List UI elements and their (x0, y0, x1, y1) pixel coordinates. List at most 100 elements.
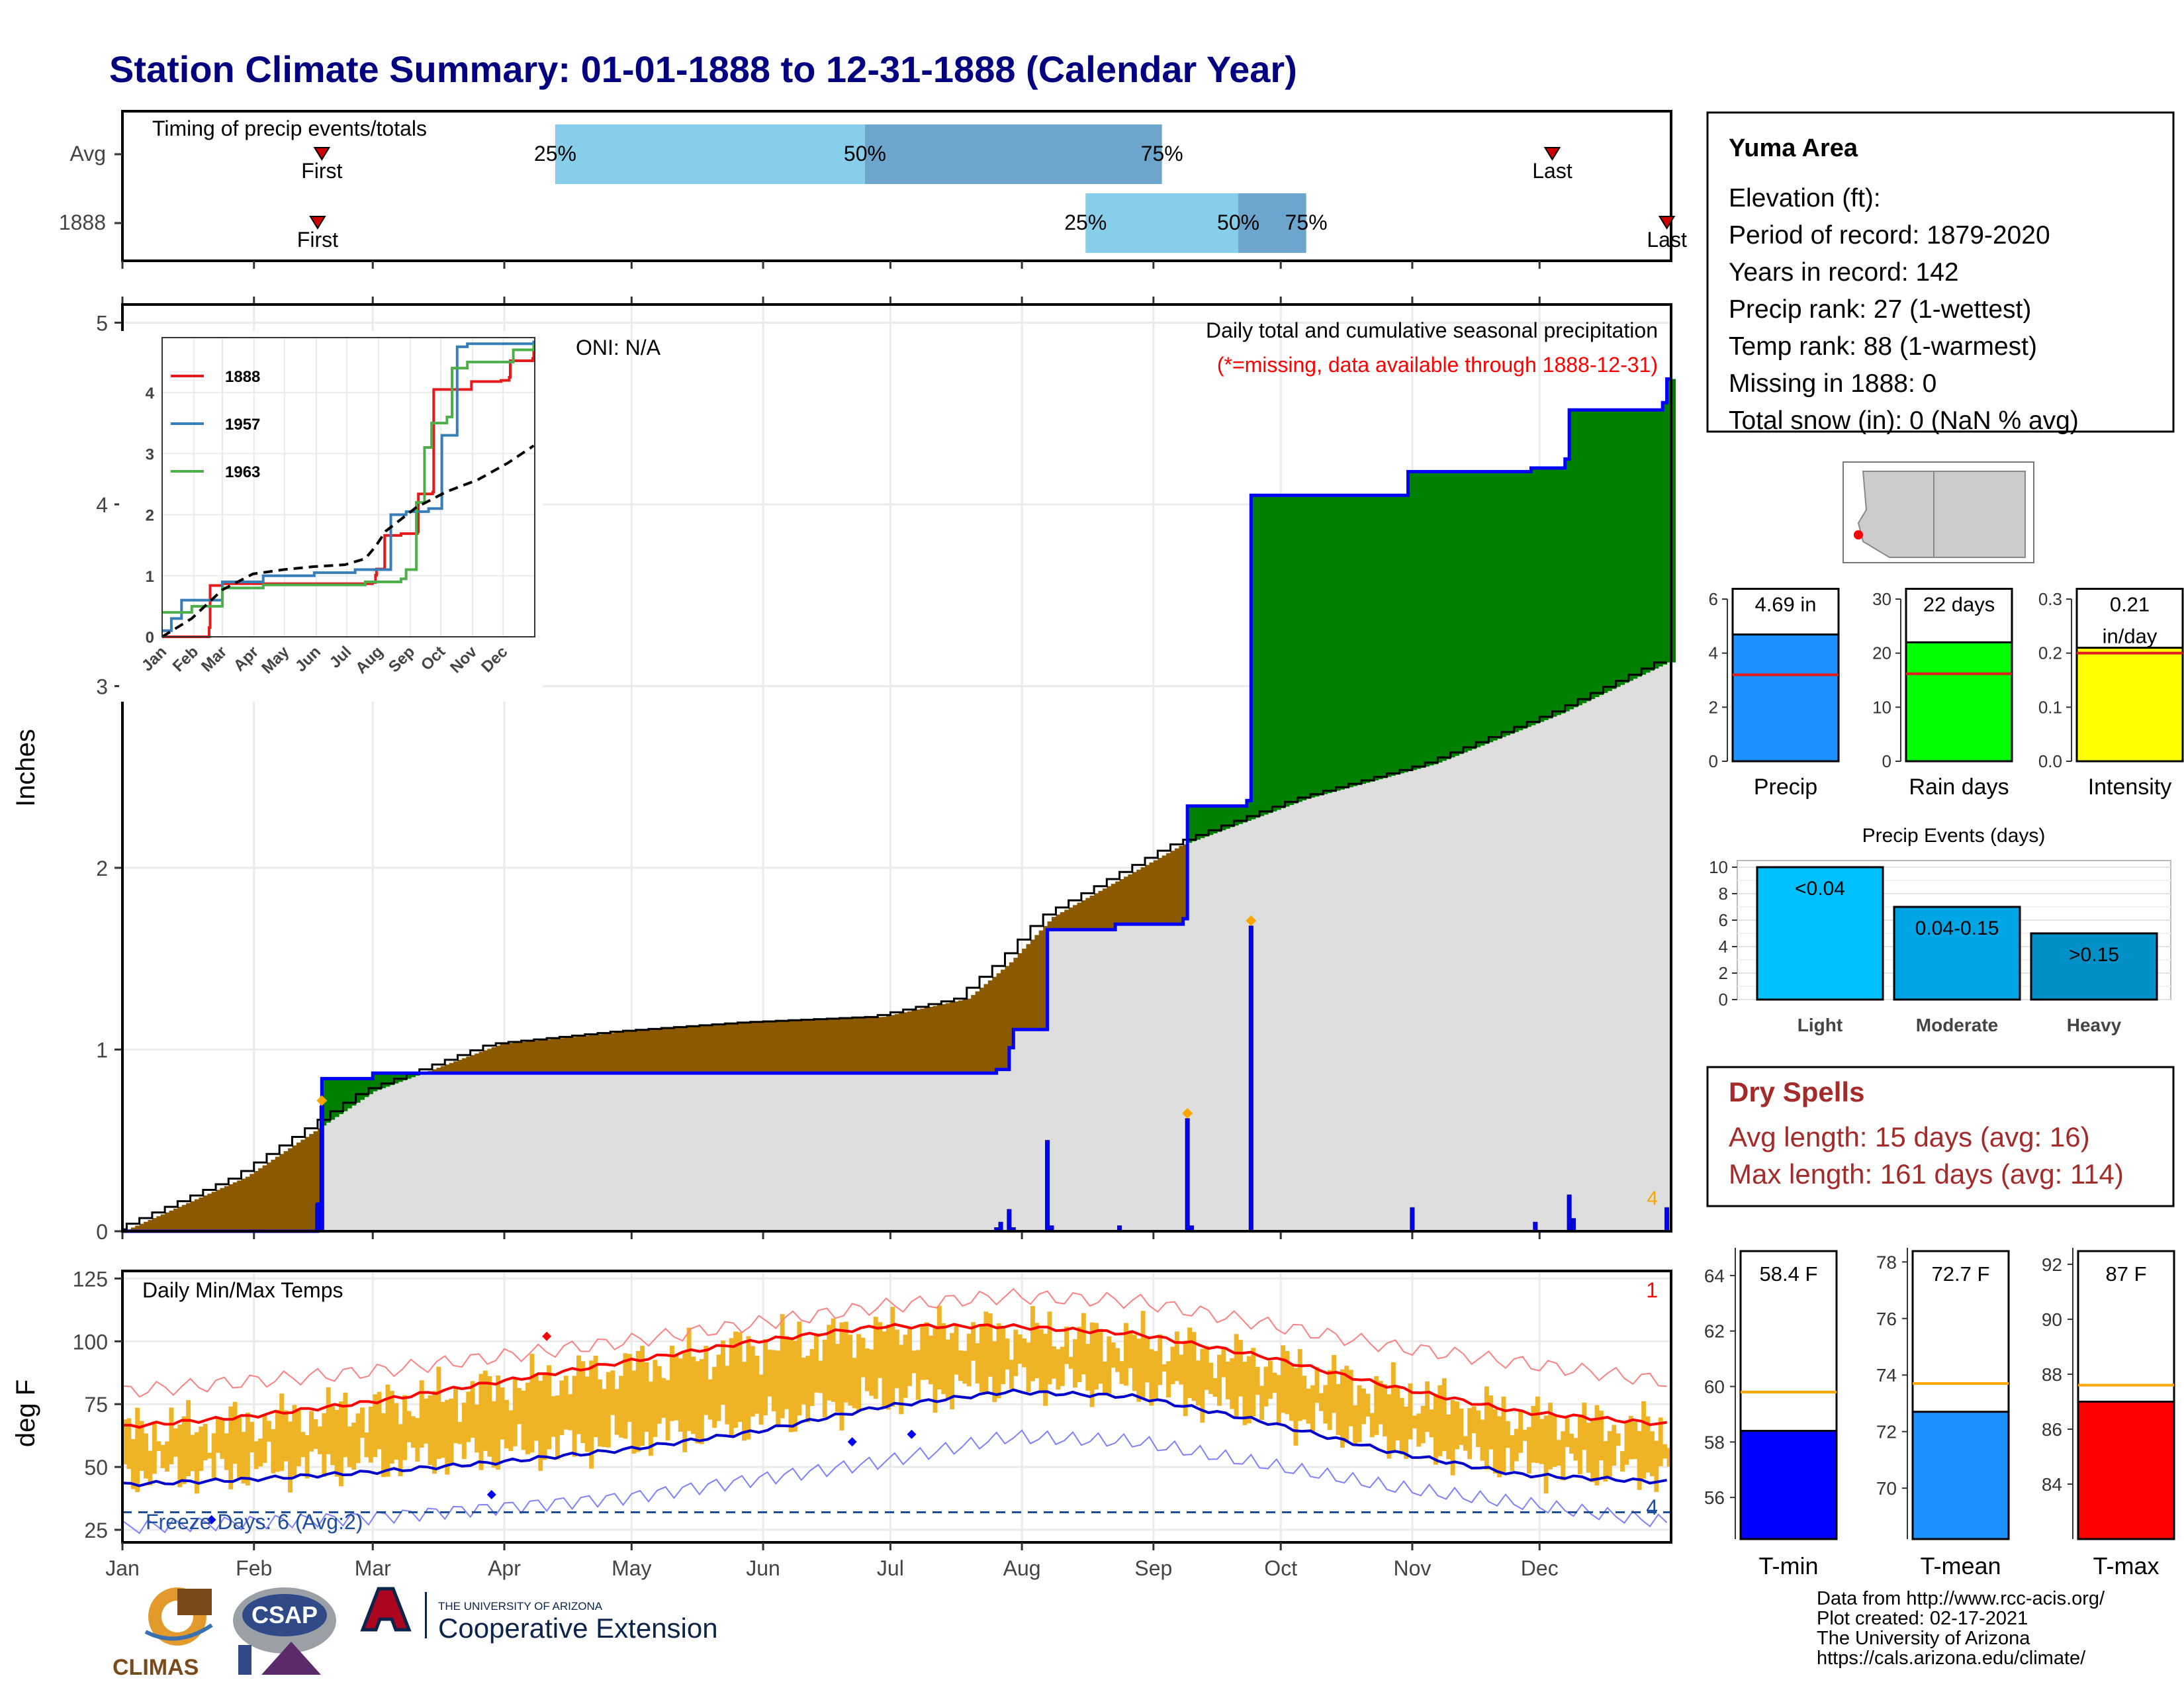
temp-y-tick-label: 125 (73, 1267, 108, 1291)
first-marker (309, 216, 326, 230)
tbar-tick-label: 60 (1704, 1377, 1725, 1397)
mini-bar-precip (1731, 633, 1840, 763)
events-bar-label: 0.04-0.15 (1915, 917, 1999, 939)
climas-logo: CLIMAS (113, 1587, 213, 1680)
mini-label: Rain days (1909, 774, 2009, 800)
last-marker (1543, 147, 1561, 161)
university-logo: THE UNIVERSITY OF ARIZONA Cooperative Ex… (360, 1587, 718, 1644)
mini-tick-label: 20 (1872, 643, 1891, 663)
tbar-tick-label: 58 (1704, 1432, 1725, 1452)
mini-value: 0.21 (2110, 593, 2150, 616)
month-label: Dec (1521, 1556, 1559, 1580)
temp-title: Daily Min/Max Temps (142, 1278, 343, 1302)
temp-y-tick-label: 75 (84, 1393, 108, 1417)
daily-precip-bar (1571, 1218, 1576, 1232)
ua-small-text: THE UNIVERSITY OF ARIZONA (438, 1600, 603, 1613)
above-normal-area (322, 379, 1676, 1126)
daily-precip-bar (1567, 1194, 1572, 1232)
y-tick-label: 4 (96, 493, 108, 517)
arizona-shape (1857, 471, 1934, 558)
mini-tick-label: 0 (1709, 751, 1718, 771)
precip-header: Daily total and cumulative seasonal prec… (1206, 318, 1658, 342)
quartile-bar-dark (1238, 193, 1306, 253)
timing-row-avg: Avg (69, 142, 106, 165)
tbar-t-min (1739, 1430, 1838, 1540)
temp-top-count: 1 (1646, 1278, 1658, 1302)
y-tick-label: 0 (96, 1220, 108, 1244)
station-info: Yuma Area Elevation (ft): Period of reco… (1706, 111, 2175, 435)
tbar-tick-label: 92 (2042, 1254, 2062, 1275)
events-bar-moderate (1893, 906, 2021, 1001)
temp-panel: deg F Daily Min/Max Temps 1 Freeze Days:… (11, 1267, 1672, 1580)
tbar-label: T-max (2093, 1552, 2159, 1579)
station-line-2: Period of record: 1879-2020 (1729, 221, 2050, 250)
max-event-marker (1182, 1107, 1193, 1119)
tbar-tick-label: 86 (2042, 1419, 2062, 1440)
station-line-7: Total snow (in): 0 (NaN % avg) (1729, 406, 2079, 435)
mini-value-unit: in/day (2103, 625, 2158, 648)
q50-label: 50% (1217, 211, 1259, 234)
precip-ylabel: Inches (11, 729, 40, 807)
quartile-bar-light (1085, 193, 1239, 253)
mini-tick-label: 0.0 (2038, 751, 2062, 771)
max-event-marker (1246, 915, 1257, 926)
mini-label: Precip (1754, 774, 1817, 800)
temp-summary-bars: 56 58 60 62 64 58.4 F T-min 70 72 74 76 78 72.7 F T-m… (1704, 1248, 2175, 1579)
tbar-value: 72.7 F (1932, 1262, 1990, 1286)
events-y-tick: 6 (1719, 910, 1728, 930)
mini-bar-rain-days (1905, 641, 2013, 763)
missing-note: (*=missing, data available through 1888-… (1217, 353, 1658, 377)
dry-avg: Avg length: 15 days (avg: 16) (1729, 1121, 2090, 1152)
daily-precip-bar (1045, 1140, 1050, 1232)
month-label: Feb (236, 1556, 272, 1580)
month-label: Jan (105, 1556, 140, 1580)
tbar-tick-label: 90 (2042, 1309, 2062, 1330)
station-line-3: Years in record: 142 (1729, 258, 1959, 287)
daily-precip-bar (1410, 1207, 1415, 1232)
events-y-tick: 8 (1719, 884, 1728, 904)
marker-count: 4 (1647, 1188, 1658, 1209)
mini-tick-label: 6 (1709, 589, 1718, 609)
month-label: Sep (1134, 1556, 1172, 1580)
month-label: Mar (355, 1556, 391, 1580)
quartile-bar-dark (864, 124, 1162, 184)
tbar-tick-label: 76 (1876, 1309, 1897, 1329)
tbar-tick-label: 70 (1876, 1478, 1897, 1499)
tbar-tick-label: 62 (1704, 1321, 1725, 1342)
inset-background (119, 331, 543, 702)
events-y-tick: 4 (1719, 937, 1728, 957)
inset-legend-label: 1888 (225, 368, 260, 386)
daily-precip-bar (1533, 1221, 1538, 1232)
inset-y-tick: 1 (146, 568, 154, 586)
csap-wordmark: CSAP (251, 1601, 318, 1628)
events-bar-heavy (2030, 932, 2158, 1001)
ua-big-text: Cooperative Extension (438, 1613, 718, 1644)
events-bar-label: <0.04 (1795, 878, 1845, 900)
avg-max-line (122, 1323, 1667, 1429)
mini-tick-label: 2 (1709, 697, 1718, 717)
inset-y-tick: 2 (146, 507, 154, 525)
inset-y-tick: 4 (146, 385, 155, 402)
inset-line-1963 (162, 344, 535, 614)
temp-record-marker (542, 1331, 552, 1341)
mini-bar-intensity (2075, 647, 2184, 763)
dry-title: Dry Spells (1729, 1076, 1864, 1107)
precip-events-chart: Precip Events (days) 0 2 4 6 8 10 <0.04 Light 0.… (1709, 825, 2171, 1035)
last-marker (1658, 216, 1676, 230)
mini-value: 22 days (1923, 593, 1995, 616)
credit-line-2: Plot created: 02-17-2021 (1817, 1608, 2028, 1629)
y-tick-label: 5 (96, 311, 108, 335)
events-category: Heavy (2067, 1015, 2122, 1035)
events-y-tick: 10 (1709, 857, 1728, 877)
tbar-tick-label: 88 (2042, 1364, 2062, 1385)
tbar-t-max (2077, 1400, 2175, 1540)
credits: Data from http://www.rcc-acis.org/ Plot … (1817, 1588, 2105, 1669)
tbar-tick-label: 84 (2042, 1474, 2062, 1495)
daily-temp-range-bars (122, 1305, 1672, 1494)
timing-panel: Timing of precip events/totals Avg 1888 … (59, 110, 1687, 269)
events-title: Precip Events (days) (1862, 825, 2046, 847)
q50-label: 50% (844, 142, 886, 165)
station-line-4: Precip rank: 27 (1-wettest) (1729, 295, 2031, 324)
last-label: Last (1532, 159, 1572, 183)
temp-record-marker (847, 1437, 857, 1447)
